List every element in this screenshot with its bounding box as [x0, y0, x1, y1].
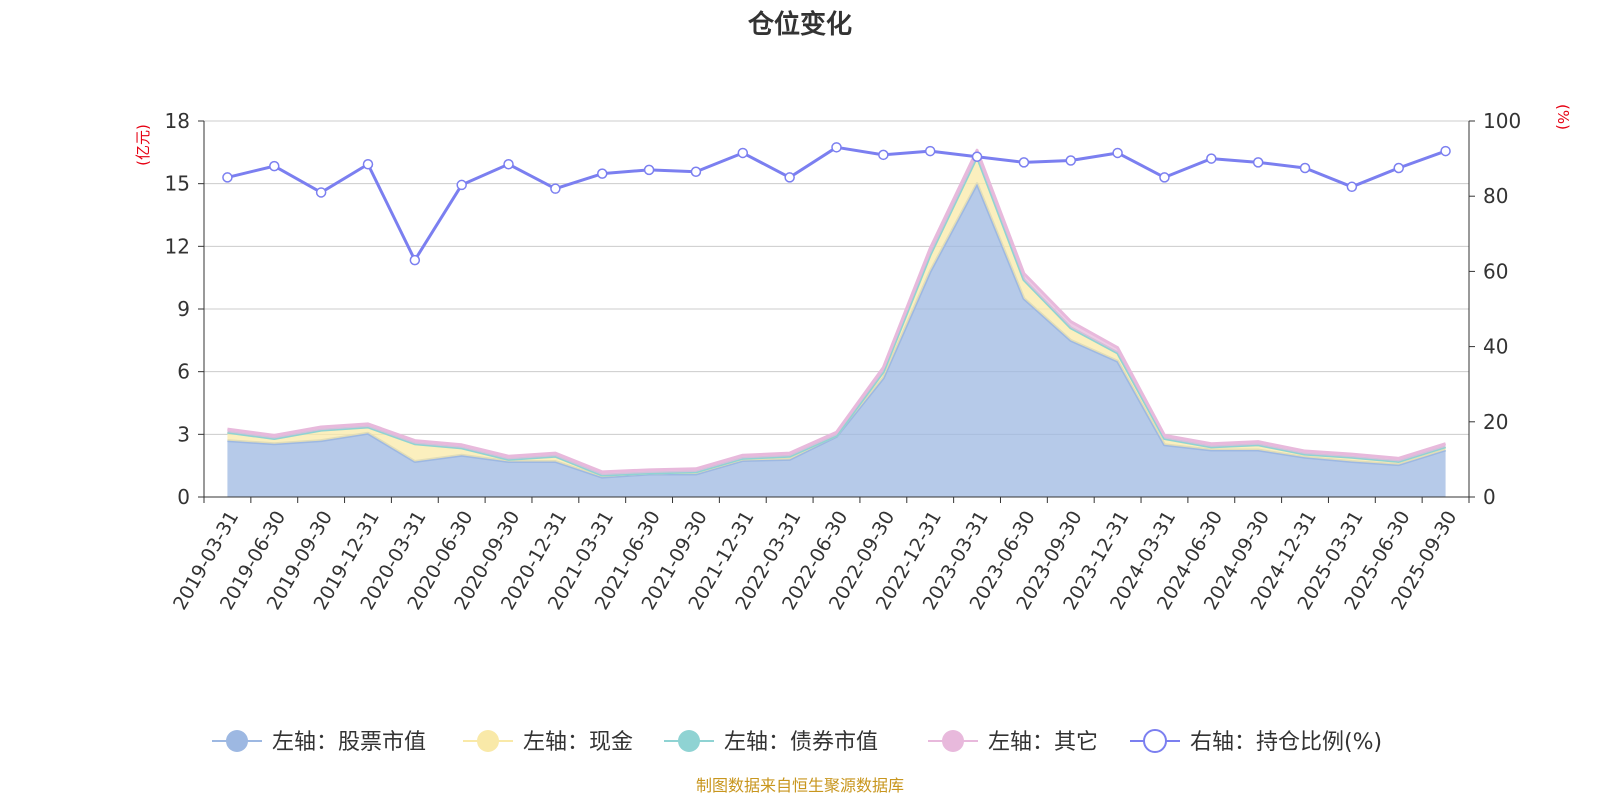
area-2-fill	[227, 156, 1446, 476]
left-axis-tick-label: 9	[177, 297, 190, 321]
holding-ratio-point	[456, 179, 467, 191]
left-axis-tick-label: 12	[165, 234, 190, 258]
holding-ratio-point	[1065, 155, 1077, 166]
line-layer	[222, 142, 1451, 266]
holding-ratio-point	[362, 158, 374, 170]
holding-ratio-point	[1112, 147, 1123, 159]
right-axis-tick-label: 40	[1483, 335, 1508, 359]
right-axis-tick-label: 80	[1483, 184, 1508, 208]
holding-ratio-point	[737, 147, 749, 159]
holding-ratio-point	[503, 158, 514, 170]
data-source-note: 制图数据来自恒生聚源数据库	[696, 776, 904, 795]
holding-ratio-point	[222, 172, 233, 183]
area-3-line	[227, 148, 1447, 474]
right-axis-tick-label: 0	[1483, 485, 1496, 509]
right-axis-tick-label: 20	[1483, 410, 1508, 434]
area-3-fill	[227, 150, 1446, 476]
holding-ratio-point	[831, 142, 842, 153]
holding-ratio-point	[1440, 145, 1451, 157]
left-axis-tick-label: 6	[177, 360, 190, 384]
legend-label: 左轴：其它	[988, 730, 1098, 755]
axis-layer: 03691215180204060801002019-03-312019-06-…	[165, 109, 1522, 614]
holding-ratio-point	[1393, 162, 1404, 174]
legend-label: 左轴：现金	[523, 730, 633, 755]
right-axis-unit: (%)	[1554, 104, 1572, 130]
left-axis-unit: (亿元)	[134, 124, 152, 166]
grid-layer	[204, 120, 1469, 435]
right-axis-tick-label: 100	[1483, 109, 1521, 133]
holding-ratio-point	[596, 168, 608, 179]
legend-swatch-marker	[477, 730, 499, 752]
area-0-fill	[227, 183, 1446, 497]
legend-swatch-marker	[678, 730, 700, 752]
holding-ratio-point	[971, 151, 983, 162]
holding-ratio-point	[1018, 157, 1030, 168]
legend-swatch-marker	[226, 730, 248, 752]
area-1-fill	[227, 156, 1446, 478]
holding-ratio-point	[924, 145, 936, 157]
legend-swatch-marker	[1143, 729, 1167, 753]
holding-ratio-point	[1252, 157, 1264, 168]
holding-ratio-point	[643, 164, 655, 176]
legend[interactable]: 左轴：股票市值 左轴：现金 左轴：债券市值 左轴：其它 右轴：持仓比例(%)	[212, 729, 1382, 755]
left-axis-tick-label: 3	[177, 422, 190, 446]
right-axis-tick-label: 60	[1483, 259, 1508, 283]
holding-ratio-point	[1346, 181, 1358, 193]
area-1-line	[227, 155, 1447, 477]
holding-ratio-point	[784, 172, 795, 183]
legend-label: 左轴：债券市值	[724, 730, 878, 755]
holding-ratio-point	[1299, 162, 1311, 174]
holding-ratio-point	[690, 166, 702, 178]
holding-ratio-point	[878, 149, 889, 161]
legend-swatch-marker	[942, 730, 964, 752]
holding-ratio-point	[269, 160, 280, 172]
holding-ratio-point	[409, 254, 421, 266]
left-axis-tick-label: 0	[177, 485, 190, 509]
holding-ratio-point	[315, 187, 327, 198]
holding-ratio-point	[550, 183, 561, 194]
area-2-line	[227, 155, 1447, 477]
legend-label: 左轴：股票市值	[272, 730, 426, 755]
left-axis-tick-label: 15	[165, 172, 190, 196]
area-layer	[227, 148, 1447, 497]
legend-label: 右轴：持仓比例(%)	[1190, 730, 1382, 755]
chart-title: 仓位变化	[747, 9, 852, 40]
holding-ratio-point	[1206, 153, 1217, 164]
holding-ratio-point	[1159, 172, 1170, 183]
left-axis-tick-label: 18	[165, 109, 190, 133]
